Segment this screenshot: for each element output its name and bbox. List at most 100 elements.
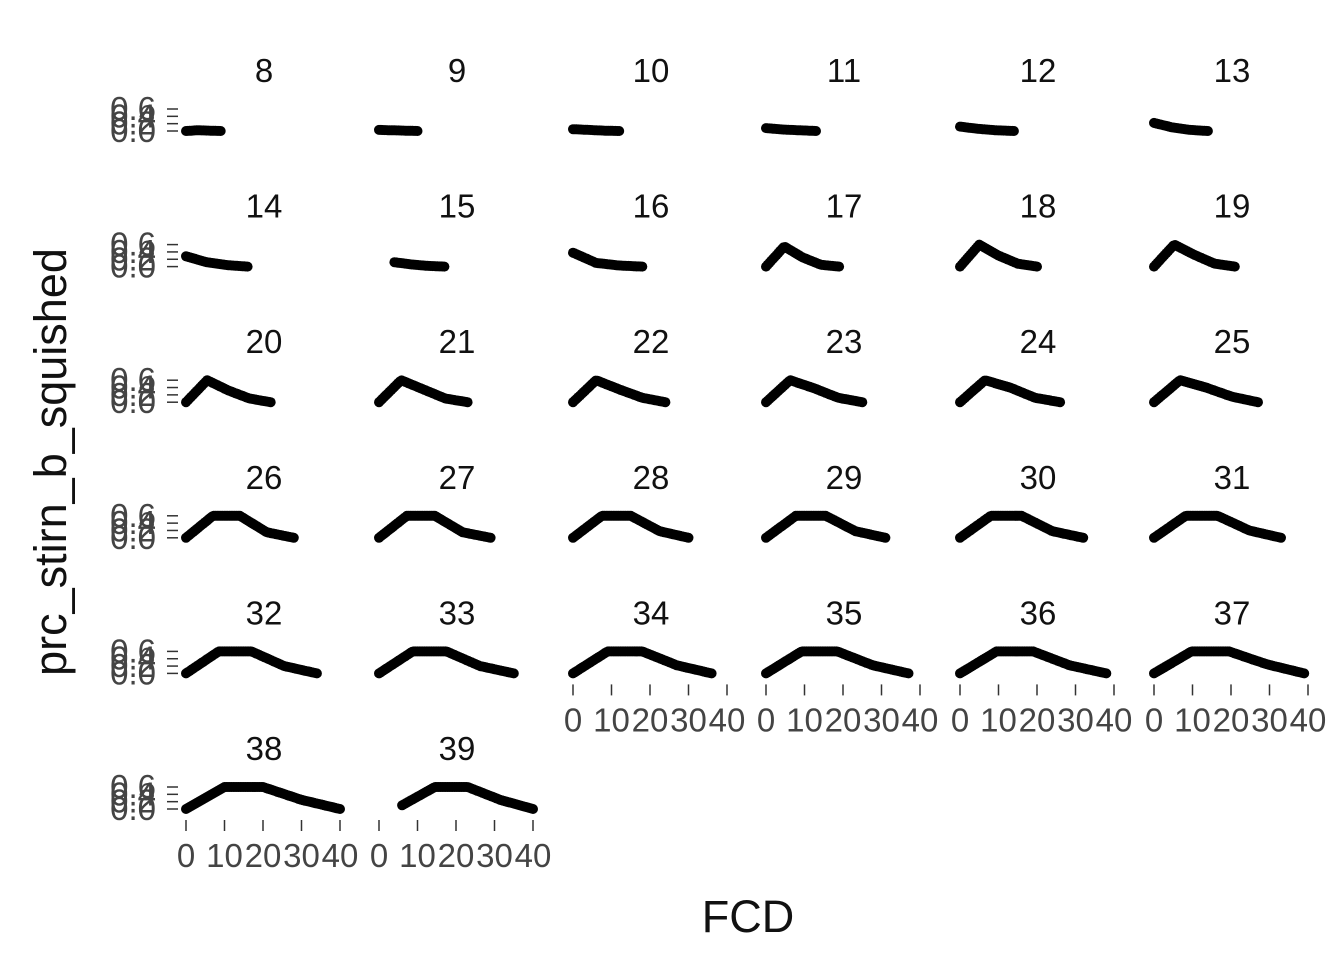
data-point [706, 668, 717, 679]
panel-title: 17 [826, 188, 863, 225]
x-tick-label: 40 [1290, 701, 1327, 738]
y-tick-label: 0.0 [110, 654, 156, 691]
panel-title: 8 [255, 52, 273, 89]
y-tick-label: 0.4 [110, 233, 156, 270]
x-tick-label: 30 [1251, 701, 1288, 738]
y-tick-label: 0.2 [110, 647, 156, 684]
y-tick-label: 0.2 [110, 783, 156, 820]
panel-title: 38 [246, 730, 283, 767]
panel-title: 18 [1020, 188, 1057, 225]
panel-title: 35 [826, 594, 863, 631]
y-tick-label: 0.0 [110, 248, 156, 285]
x-tick-label: 30 [283, 837, 320, 874]
y-tick-label: 0.2 [110, 105, 156, 142]
x-tick-label: 10 [1174, 701, 1211, 738]
panel-15: 15 [389, 188, 475, 272]
data-point [857, 397, 868, 408]
panel-title: 25 [1214, 323, 1251, 360]
y-tick-label: 0.2 [110, 511, 156, 548]
data-point [683, 532, 694, 543]
y-tick-label: 0.2 [110, 240, 156, 277]
y-tick-label: 0.0 [110, 383, 156, 420]
panel-title: 20 [246, 323, 283, 360]
data-point [1078, 532, 1089, 543]
panel-title: 11 [827, 52, 861, 89]
y-tick-label: 0.6 [110, 90, 156, 127]
y-tick-label: 0.2 [110, 376, 156, 413]
x-axis-title: FCD [702, 891, 794, 942]
panel-32: 32 0.00.20.40.6 [110, 594, 322, 691]
y-tick-label: 0.0 [110, 519, 156, 556]
x-tick-label: 30 [863, 701, 900, 738]
panel-21: 21 [374, 323, 476, 408]
panel-title: 37 [1214, 594, 1251, 631]
data-point [660, 397, 671, 408]
panel-title: 15 [439, 188, 476, 225]
data-point [1229, 261, 1240, 272]
panel-title: 27 [439, 459, 476, 496]
x-tick-label: 10 [980, 701, 1017, 738]
data-point [1253, 397, 1263, 408]
panel-34: 34 0 10 20 30 40 [564, 594, 746, 738]
data-point [811, 126, 821, 136]
data-point [265, 397, 276, 408]
panel-title: 30 [1020, 459, 1057, 496]
panel-12: 12 [955, 52, 1056, 136]
data-point [242, 261, 253, 272]
panel-33: 33 [374, 594, 519, 679]
data-point [462, 397, 473, 408]
x-tick-label: 30 [476, 837, 513, 874]
panel-17: 17 [761, 188, 862, 272]
y-tick-label: 0.6 [110, 632, 156, 669]
x-tick-label: 10 [399, 837, 436, 874]
panel-18: 18 [955, 188, 1056, 272]
x-tick-label: 40 [709, 701, 746, 738]
data-point [1032, 261, 1042, 272]
panel-title: 13 [1214, 52, 1251, 89]
x-tick-label: 10 [593, 701, 630, 738]
panel-title: 24 [1020, 323, 1057, 360]
x-tick-label: 10 [206, 837, 243, 874]
data-point [215, 126, 226, 136]
panel-31: 31 [1149, 459, 1286, 543]
panel-37: 37 0 10 20 30 40 [1145, 594, 1327, 738]
panel-9: 9 [374, 52, 466, 136]
panel-title: 14 [246, 188, 283, 225]
y-tick-label: 0.4 [110, 97, 156, 134]
data-point [528, 804, 538, 814]
x-tick-label: 30 [1057, 701, 1094, 738]
panel-title: 9 [448, 52, 466, 89]
panel-title: 21 [439, 323, 476, 360]
y-tick-label: 0.4 [110, 369, 156, 406]
panel-13: 13 [1149, 52, 1250, 136]
panel-36: 36 0 10 20 30 40 [951, 594, 1133, 738]
x-tick-label: 20 [1213, 701, 1250, 738]
x-tick-label: 0 [564, 701, 582, 738]
x-tick-label: 40 [902, 701, 939, 738]
panel-28: 28 [568, 459, 694, 543]
y-tick-label: 0.6 [110, 768, 156, 805]
data-point [508, 668, 519, 679]
data-point [485, 532, 496, 543]
panel-title: 39 [439, 730, 476, 767]
panel-14: 14 0.00.20.40.6 [110, 188, 282, 285]
x-tick-label: 20 [632, 701, 669, 738]
x-tick-label: 40 [515, 837, 552, 874]
data-point [1299, 668, 1310, 679]
panel-29: 29 [761, 459, 891, 543]
panel-35: 35 0 10 20 30 40 [757, 594, 939, 738]
x-tick-label: 20 [245, 837, 282, 874]
y-tick-label: 0.0 [110, 790, 156, 827]
panel-22: 22 [568, 323, 671, 408]
panel-title: 33 [439, 594, 476, 631]
y-tick-label: 0.0 [110, 112, 156, 149]
data-point [1055, 397, 1066, 408]
panel-27: 27 [374, 459, 496, 543]
x-tick-label: 40 [1096, 701, 1133, 738]
panel-title: 10 [633, 52, 670, 89]
data-point [335, 804, 345, 814]
data-point [1008, 126, 1019, 136]
x-tick-label: 0 [757, 701, 775, 738]
data-point [412, 126, 423, 136]
